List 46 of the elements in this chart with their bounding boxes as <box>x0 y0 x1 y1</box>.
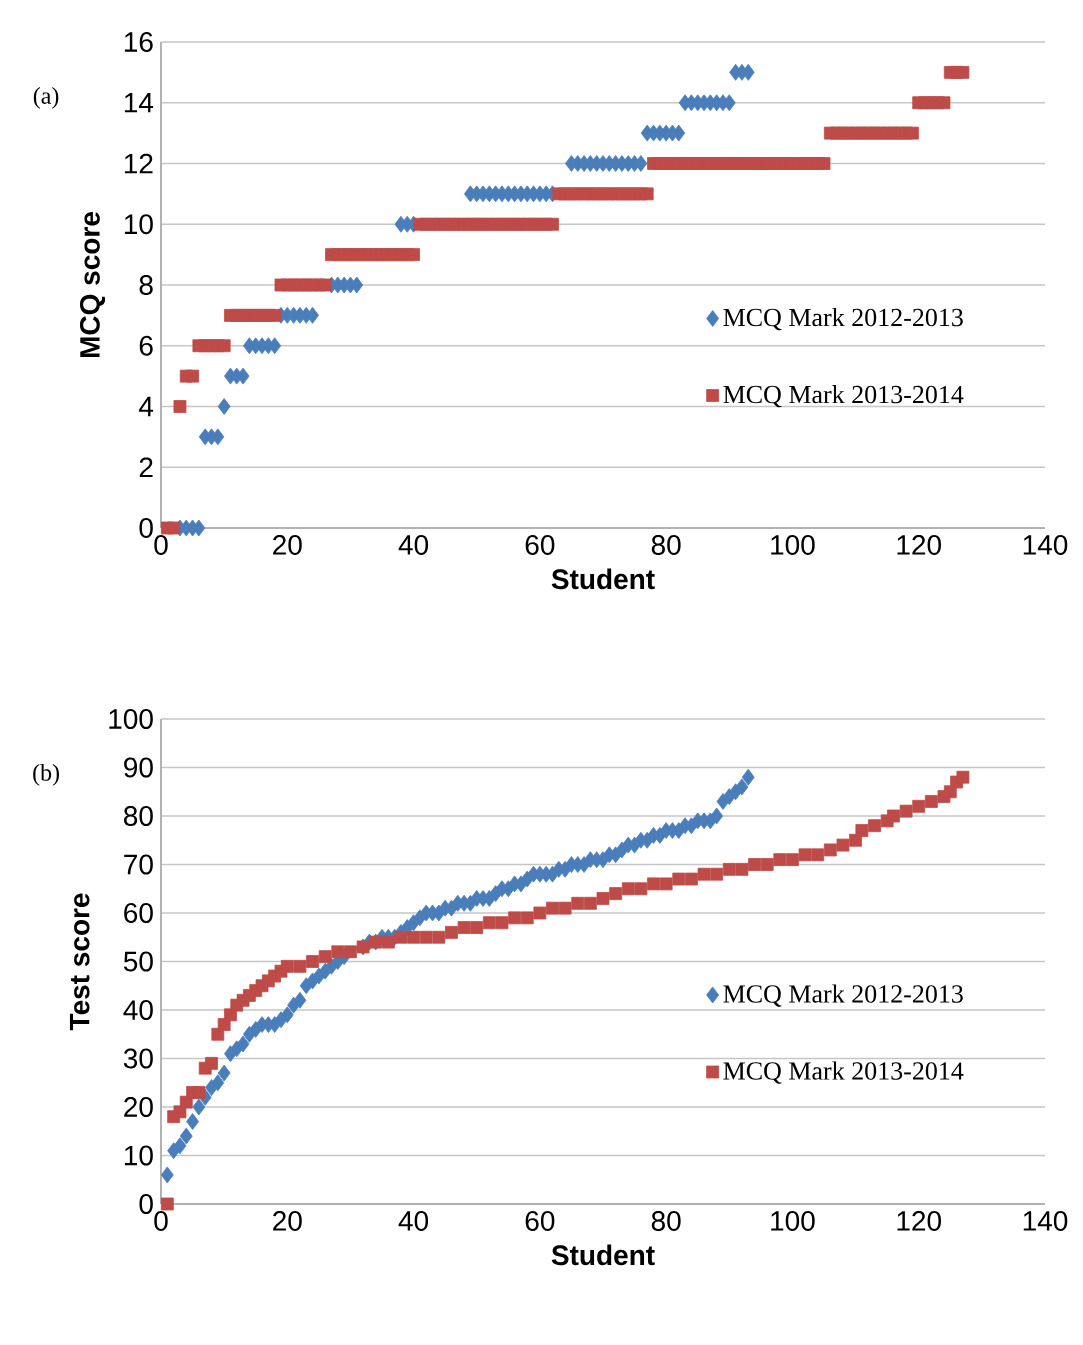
text: (b) <box>33 763 60 786</box>
x-tick-label: 100 <box>771 535 815 555</box>
legend-label: MCQ Mark 2013-2014 <box>723 1061 964 1084</box>
y-tick-label: 100 <box>109 709 153 729</box>
y-tick-label: 2 <box>139 457 153 478</box>
x-tick-label: 80 <box>651 1211 681 1231</box>
x-tick-label: 120 <box>897 1211 941 1231</box>
y-tick-label: 16 <box>124 32 153 52</box>
x-tick-label: 20 <box>273 535 302 555</box>
x-tick-label: 80 <box>651 535 681 555</box>
x-tick-label: 60 <box>525 535 555 555</box>
x-axis-title: Student <box>551 568 655 590</box>
x-tick-label: 40 <box>398 1211 429 1231</box>
y-tick-label: 30 <box>123 1048 153 1069</box>
x-tick-label: 40 <box>398 535 429 555</box>
text: (a) <box>33 87 59 109</box>
x-tick-label: 0 <box>154 1211 168 1231</box>
y-tick-label: 10 <box>124 1145 153 1166</box>
x-tick-label: 20 <box>273 1211 302 1231</box>
y-tick-label: 50 <box>123 951 153 972</box>
y-tick-label: 0 <box>139 1194 153 1214</box>
x-axis-title: Student <box>551 1244 655 1266</box>
x-tick-label: 140 <box>1023 1211 1068 1231</box>
y-tick-label: 20 <box>124 1097 153 1117</box>
y-tick-label: 70 <box>124 854 153 875</box>
y-tick-label: 60 <box>124 903 153 923</box>
legend-label: MCQ Mark 2012-2013 <box>723 307 963 331</box>
x-tick-label: 100 <box>771 1211 815 1231</box>
x-tick-label: 140 <box>1023 535 1068 555</box>
x-tick-label: 120 <box>897 535 941 555</box>
y-tick-label: 12 <box>124 153 153 174</box>
y-tick-label: 40 <box>123 1000 153 1020</box>
y-tick-label: 80 <box>124 806 153 826</box>
y-tick-label: 14 <box>124 93 154 113</box>
y-tick-label: 4 <box>138 396 154 417</box>
y-tick-label: 8 <box>139 275 153 295</box>
y-tick-label: 10 <box>124 214 153 235</box>
x-tick-label: 60 <box>525 1211 555 1231</box>
legend-label: MCQ Mark 2012-2013 <box>723 984 963 1007</box>
y-axis-title: MCQ score <box>79 212 106 358</box>
x-tick-label: 0 <box>154 535 168 555</box>
y-tick-label: 0 <box>139 518 153 538</box>
y-tick-label: 90 <box>124 757 153 778</box>
legend-label: MCQ Mark 2013-2014 <box>723 385 964 408</box>
y-axis-title: Test score <box>69 893 90 1031</box>
y-tick-label: 6 <box>139 335 153 356</box>
